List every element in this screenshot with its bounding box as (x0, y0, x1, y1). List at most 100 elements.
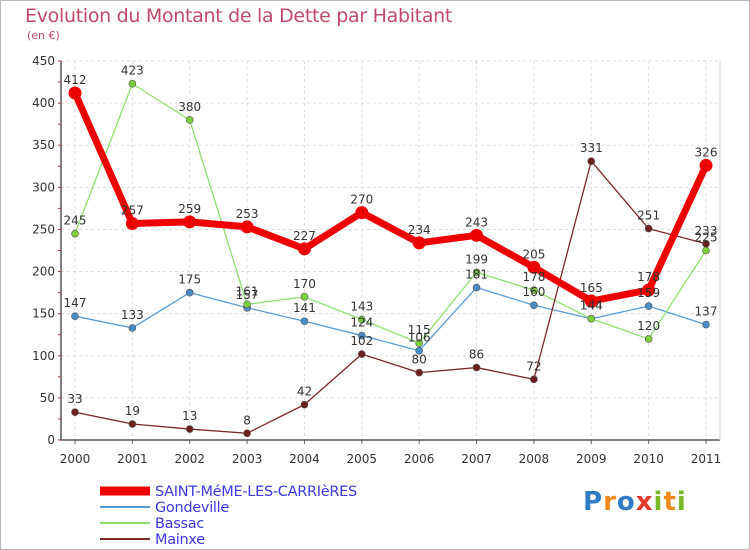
data-label: 8 (243, 413, 251, 427)
data-point (415, 346, 423, 355)
data-point (702, 239, 710, 248)
logo-letter: i (653, 487, 664, 517)
data-point (587, 314, 596, 323)
x-tick-label: 2006 (404, 452, 435, 466)
proxiti-logo: Proxiti (583, 487, 687, 517)
y-tick-label: 50 (40, 391, 55, 405)
data-point (71, 408, 79, 417)
data-point (68, 86, 82, 100)
chart-title: Evolution du Montant de la Dette par Hab… (25, 5, 453, 27)
x-tick-label: 2004 (289, 452, 320, 466)
data-label: 124 (350, 316, 373, 330)
x-tick-label: 2000 (60, 452, 91, 466)
data-point (472, 283, 481, 292)
data-label: 165 (580, 281, 603, 295)
data-point (584, 294, 598, 308)
data-point (472, 363, 481, 372)
data-label: 243 (465, 215, 488, 229)
data-label: 144 (580, 299, 603, 313)
y-tick-label: 300 (32, 180, 55, 194)
data-label: 33 (67, 392, 82, 406)
y-tick-label: 100 (32, 349, 55, 363)
data-label: 120 (637, 319, 660, 333)
data-label: 106 (408, 331, 431, 345)
data-point (240, 220, 254, 234)
logo-letter: x (635, 487, 654, 517)
data-label: 42 (297, 385, 312, 399)
data-point (644, 302, 653, 310)
legend-label: Mainxe (155, 532, 205, 548)
data-point (300, 317, 309, 326)
data-point (297, 242, 311, 256)
data-point (185, 288, 194, 297)
x-tick-label: 2011 (691, 452, 722, 466)
logo-letter: i (676, 487, 687, 517)
data-label: 423 (121, 64, 144, 78)
data-point (183, 215, 197, 229)
data-point (358, 331, 366, 340)
logo-letter: P (583, 487, 604, 517)
x-tick-label: 2003 (232, 452, 263, 466)
data-label: 160 (522, 285, 545, 299)
data-point (185, 425, 194, 433)
data-point (530, 286, 538, 294)
data-label: 170 (293, 277, 316, 291)
data-label: 147 (64, 296, 87, 310)
data-label: 253 (236, 207, 259, 221)
data-point (128, 324, 137, 332)
data-point (358, 350, 366, 358)
y-tick-label: 250 (32, 222, 55, 236)
data-point (243, 429, 251, 438)
data-point (530, 375, 538, 384)
data-label: 102 (350, 334, 373, 348)
data-label: 141 (293, 301, 316, 315)
data-label: 257 (121, 204, 144, 218)
logo-letter: t (663, 487, 677, 517)
data-point (702, 320, 710, 329)
data-point (415, 339, 423, 347)
data-point (300, 293, 309, 301)
data-label: 412 (64, 73, 87, 87)
y-tick-label: 150 (32, 307, 55, 321)
data-label: 199 (465, 252, 488, 266)
data-label: 326 (695, 145, 718, 159)
data-point (128, 79, 137, 88)
x-tick-label: 2001 (117, 452, 148, 466)
data-label: 144 (580, 299, 603, 313)
data-point (702, 246, 710, 255)
chart-subtitle: (en €) (27, 29, 60, 42)
data-label: 225 (695, 231, 718, 245)
data-label: 86 (469, 348, 484, 362)
y-tick-label: 350 (32, 138, 55, 152)
data-point (71, 229, 79, 238)
data-label: 137 (695, 305, 718, 319)
data-point (412, 236, 426, 250)
data-point (644, 335, 653, 343)
logo-letter: r (603, 487, 617, 517)
data-point (243, 300, 251, 309)
data-label: 259 (178, 202, 201, 216)
x-tick-label: 2002 (174, 452, 205, 466)
data-label: 251 (637, 209, 660, 223)
data-point (71, 312, 79, 320)
data-point (415, 368, 423, 377)
data-label: 245 (64, 214, 87, 228)
data-label: 331 (580, 141, 603, 155)
data-label: 159 (637, 286, 660, 300)
data-label: 181 (465, 268, 488, 282)
data-point (644, 224, 653, 233)
logo-letter: o (616, 487, 636, 517)
series-line (71, 89, 710, 305)
data-label: 13 (182, 409, 197, 423)
x-tick-label: 2005 (347, 452, 378, 466)
series-line (74, 83, 707, 344)
y-tick-label: 450 (32, 54, 55, 68)
x-tick-label: 2007 (461, 452, 492, 466)
legend-label: Bassac (155, 516, 204, 532)
data-point (470, 228, 484, 242)
data-label: 175 (178, 273, 201, 287)
data-label: 19 (125, 404, 140, 418)
x-tick-label: 2008 (519, 452, 550, 466)
y-tick-label: 200 (32, 265, 55, 279)
